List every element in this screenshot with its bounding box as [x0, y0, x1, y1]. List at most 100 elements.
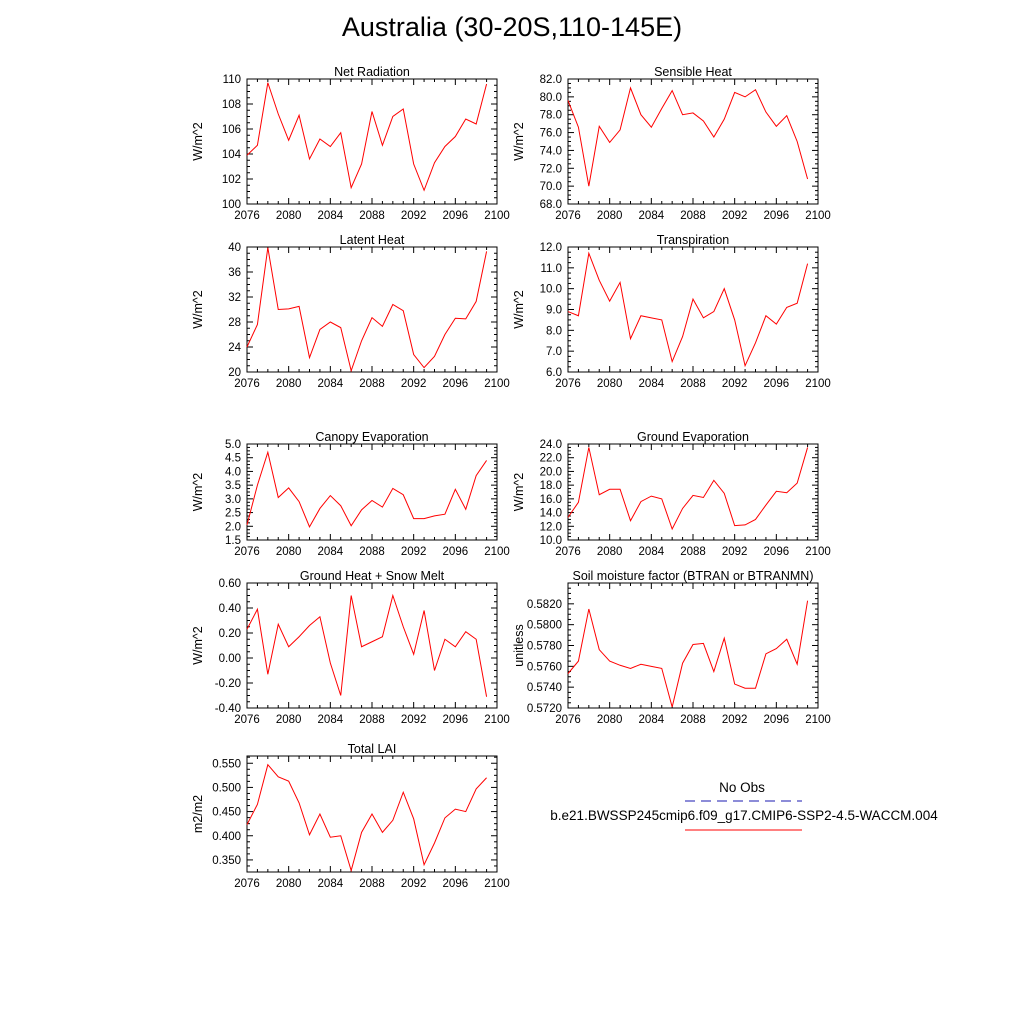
panel-3-title: Latent Heat	[340, 233, 405, 247]
panel-6-xtick-label: 2096	[764, 546, 790, 558]
panel-2-xtick-label: 2100	[805, 210, 831, 222]
panel-6-ytick-label: 22.0	[540, 453, 562, 465]
panel-3-xtick-label: 2076	[234, 378, 260, 390]
panel-2-title: Sensible Heat	[654, 65, 732, 79]
panel-9-xtick-label: 2092	[401, 878, 427, 890]
panel-1-xtick-label: 2096	[443, 210, 469, 222]
panel-7-ytick-label: 0.40	[219, 603, 241, 615]
panel-3-ytick-label: 40	[228, 242, 241, 254]
panel-6-xtick-label: 2100	[805, 546, 831, 558]
panel-7-xtick-label: 2088	[359, 714, 385, 726]
panel-7-xtick-label: 2080	[276, 714, 302, 726]
panel-6-ytick-label: 12.0	[540, 521, 562, 533]
panel-5-ytick-label: 3.5	[225, 480, 241, 492]
panel-5-title: Canopy Evaporation	[315, 430, 428, 444]
panel-8-xtick-label: 2084	[639, 714, 665, 726]
panel-9-ytick-label: 0.500	[212, 782, 241, 794]
panel-7-ytick-label: -0.40	[215, 703, 241, 715]
panel-5: Canopy Evaporation W/m^2 2076 2080 2084 2088 2…	[191, 430, 510, 558]
panel-9-xtick-label: 2076	[234, 878, 260, 890]
panel-2-ytick-label: 74.0	[540, 145, 562, 157]
panel-5-ylabel: W/m^2	[191, 473, 205, 512]
panel-8-ytick-label: 0.5800	[527, 620, 562, 632]
panel-7-ytick-label: 0.60	[219, 578, 241, 590]
panel-3-ytick-label: 36	[228, 267, 241, 279]
panel-5-ytick-label: 3.0	[225, 494, 241, 506]
panel-4-xtick-label: 2092	[722, 378, 748, 390]
panel-4-xtick-label: 2096	[764, 378, 790, 390]
panel-4-ytick-label: 8.0	[546, 325, 562, 337]
panel-7-xtick-label: 2100	[484, 714, 510, 726]
panel-5-ytick-label: 2.5	[225, 508, 241, 520]
panel-3-xtick-label: 2100	[484, 378, 510, 390]
panel-7-ylabel: W/m^2	[191, 626, 205, 665]
panel-6-ytick-label: 16.0	[540, 494, 562, 506]
panel-6-xtick-label: 2076	[555, 546, 581, 558]
panel-1-xtick-label: 2080	[276, 210, 302, 222]
panel-1-title: Net Radiation	[334, 65, 410, 79]
panel-8-xtick-label: 2088	[680, 714, 706, 726]
panel-2-ytick-label: 76.0	[540, 128, 562, 140]
panel-4-ytick-label: 9.0	[546, 305, 562, 317]
panel-2-ytick-label: 70.0	[540, 181, 562, 193]
panel-9-xtick-label: 2084	[318, 878, 344, 890]
panel-5-xtick-label: 2092	[401, 546, 427, 558]
panel-7-ytick-label: 0.00	[219, 653, 241, 665]
panel-8-ylabel: unitless	[512, 624, 526, 666]
panel-7-xtick-label: 2092	[401, 714, 427, 726]
panel-6-xtick-label: 2080	[597, 546, 623, 558]
panel-1-xtick-label: 2076	[234, 210, 260, 222]
panel-3-xtick-label: 2092	[401, 378, 427, 390]
panel-2-xtick-label: 2092	[722, 210, 748, 222]
panel-1-xtick-label: 2092	[401, 210, 427, 222]
panel-3-xtick-label: 2084	[318, 378, 344, 390]
panel-9-xtick-label: 2100	[484, 878, 510, 890]
panel-4-ylabel: W/m^2	[512, 290, 526, 329]
panel-8-ytick-label: 0.5820	[527, 599, 562, 611]
panel-6-ytick-label: 10.0	[540, 535, 562, 547]
panel-7-ytick-label: 0.20	[219, 628, 241, 640]
panel-3-ylabel: W/m^2	[191, 290, 205, 329]
panel-9-title: Total LAI	[348, 742, 397, 756]
panel-5-ytick-label: 5.0	[225, 439, 241, 451]
panel-4-frame	[567, 246, 819, 373]
panel-3-series-line	[246, 247, 488, 373]
panel-6-title: Ground Evaporation	[637, 430, 749, 444]
panel-7-xtick-label: 2084	[318, 714, 344, 726]
panel-4-ytick-label: 12.0	[540, 242, 562, 254]
panel-1: Net Radiation W/m^2 2076 2080 2084 2088 2092 20…	[191, 65, 510, 222]
panel-5-xtick-label: 2088	[359, 546, 385, 558]
panel-9-xtick-label: 2080	[276, 878, 302, 890]
panel-3-ytick-label: 24	[228, 342, 241, 354]
panel-9-ylabel: m2/m2	[191, 795, 205, 833]
panel-4-ytick-label: 10.0	[540, 284, 562, 296]
panel-9-ytick-label: 0.350	[212, 855, 241, 867]
panel-2-xtick-label: 2088	[680, 210, 706, 222]
panel-6-ytick-label: 18.0	[540, 480, 562, 492]
panel-1-ytick-label: 104	[222, 149, 242, 161]
panel-6-ytick-label: 20.0	[540, 466, 562, 478]
panel-6-ylabel: W/m^2	[512, 473, 526, 512]
panel-6-ytick-label: 24.0	[540, 439, 562, 451]
panel-1-ylabel: W/m^2	[191, 122, 205, 161]
panel-2-ytick-label: 72.0	[540, 163, 562, 175]
panel-3-ytick-label: 20	[228, 367, 241, 379]
panel-4-ytick-label: 6.0	[546, 367, 562, 379]
legend-model-label: b.e21.BWSSP245cmip6.f09_g17.CMIP6-SSP2-4…	[550, 808, 938, 823]
panel-2-ytick-label: 82.0	[540, 74, 562, 86]
panel-4-ytick-label: 7.0	[546, 346, 562, 358]
panel-1-frame	[246, 78, 498, 205]
panel-3-xtick-label: 2080	[276, 378, 302, 390]
panel-7-frame	[246, 582, 498, 709]
panel-7-xtick-label: 2096	[443, 714, 469, 726]
panel-9-xtick-label: 2088	[359, 878, 385, 890]
panel-3-xtick-label: 2096	[443, 378, 469, 390]
panel-5-ytick-label: 4.5	[225, 453, 241, 465]
panel-8-xtick-label: 2080	[597, 714, 623, 726]
panel-2-xtick-label: 2080	[597, 210, 623, 222]
panel-2-xtick-label: 2076	[555, 210, 581, 222]
panel-8-ytick-label: 0.5720	[527, 703, 562, 715]
panel-8-xtick-label: 2092	[722, 714, 748, 726]
panel-5-xtick-label: 2100	[484, 546, 510, 558]
